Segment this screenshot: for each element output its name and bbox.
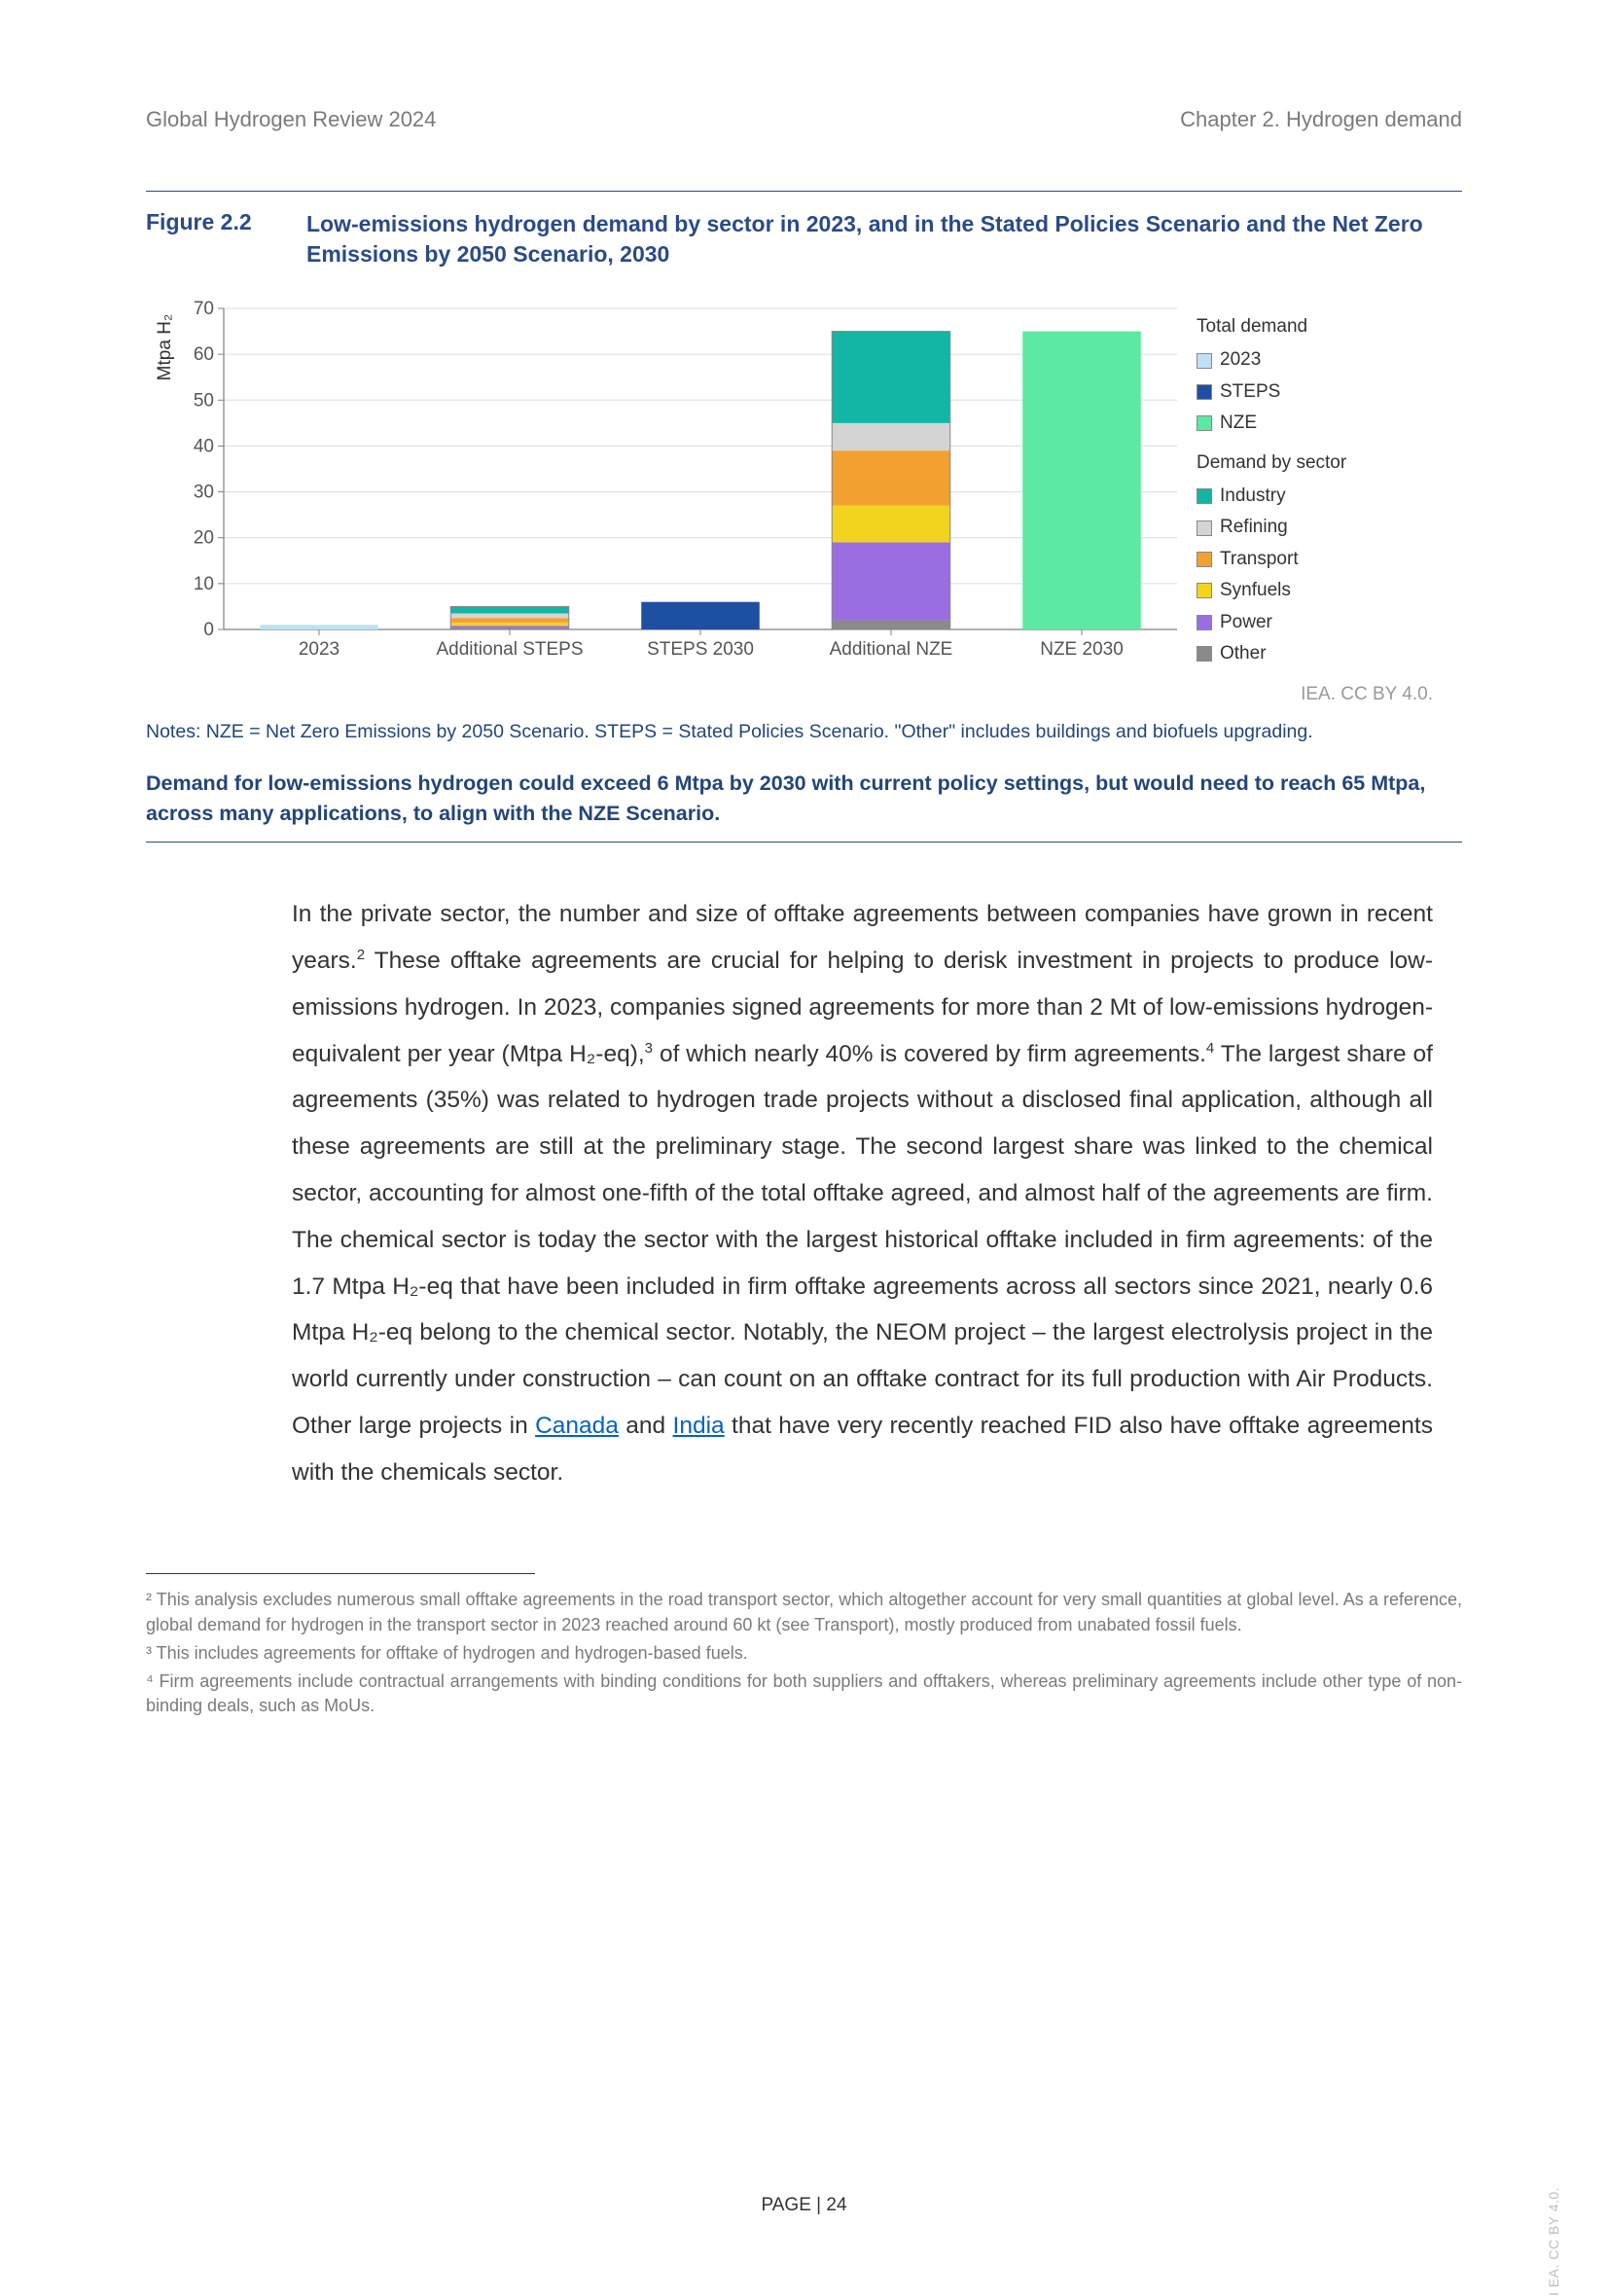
legend-swatch (1197, 646, 1212, 662)
page: Global Hydrogen Review 2024 Chapter 2. H… (0, 0, 1608, 2275)
legend-label: Power (1220, 608, 1272, 637)
rule-top (146, 191, 1462, 192)
legend-swatch (1197, 353, 1212, 369)
legend-item: STEPS (1197, 377, 1346, 407)
svg-text:2023: 2023 (299, 639, 339, 660)
footnote-4: ⁴ Firm agreements include contractual ar… (146, 1669, 1462, 1718)
svg-text:Additional STEPS: Additional STEPS (436, 639, 583, 660)
legend-item: NZE (1197, 409, 1346, 438)
page-header: Global Hydrogen Review 2024 Chapter 2. H… (146, 107, 1462, 132)
figure-notes: Notes: NZE = Net Zero Emissions by 2050 … (146, 719, 1462, 745)
footnote-2: ² This analysis excludes numerous small … (146, 1588, 1462, 1636)
legend-item: Other (1197, 639, 1346, 668)
legend-swatch (1197, 488, 1212, 504)
legend-swatch (1197, 415, 1212, 431)
svg-text:20: 20 (194, 528, 214, 549)
legend-item: Power (1197, 608, 1346, 637)
bar-chart: 0 10 20 30 40 50 60 70 Mtpa H₂ 2023 Additional STE… (146, 289, 1187, 678)
page-number: PAGE | 24 (0, 2195, 1608, 2216)
side-attribution: I EA. CC BY 4.0. (1546, 2187, 1561, 2296)
svg-text:40: 40 (194, 437, 214, 457)
legend-label: Transport (1220, 545, 1299, 574)
legend-swatch (1197, 520, 1212, 536)
link-india[interactable]: India (673, 1413, 725, 1439)
legend-label: NZE (1220, 409, 1257, 438)
body-text-4: The largest share of agreements (35%) wa… (292, 1041, 1433, 1439)
legend-item: Synfuels (1197, 576, 1346, 605)
legend-label: 2023 (1220, 345, 1261, 375)
legend-swatch (1197, 615, 1212, 630)
legend-label: Other (1220, 639, 1267, 668)
chart-legend: Total demand 2023STEPSNZE Demand by sect… (1187, 289, 1346, 670)
chart-region: 0 10 20 30 40 50 60 70 Mtpa H₂ 2023 Additional STE… (146, 289, 1462, 678)
legend-label: STEPS (1220, 377, 1280, 407)
svg-text:STEPS 2030: STEPS 2030 (647, 639, 754, 660)
legend-item: 2023 (1197, 345, 1346, 375)
svg-text:70: 70 (194, 299, 214, 319)
page-label: PAGE (761, 2195, 810, 2215)
svg-text:0: 0 (203, 620, 214, 640)
header-right: Chapter 2. Hydrogen demand (1180, 107, 1462, 132)
chart-attribution: IEA. CC BY 4.0. (146, 684, 1462, 705)
svg-text:NZE 2030: NZE 2030 (1040, 639, 1124, 660)
footnote-ref-3: 3 (645, 1040, 653, 1057)
footnote-ref-2: 2 (357, 947, 365, 963)
svg-text:10: 10 (194, 574, 214, 594)
legend-swatch (1197, 384, 1212, 400)
legend-sector-heading: Demand by sector (1197, 448, 1346, 478)
rule-bottom (146, 842, 1462, 843)
svg-text:50: 50 (194, 390, 214, 411)
legend-swatch (1197, 583, 1212, 598)
footnote-separator (146, 1573, 535, 1574)
legend-label: Synfuels (1220, 576, 1291, 605)
footnote-ref-4: 4 (1206, 1040, 1214, 1057)
svg-text:Additional NZE: Additional NZE (830, 639, 953, 660)
svg-text:Mtpa H₂: Mtpa H₂ (155, 314, 175, 381)
legend-swatch (1197, 552, 1212, 567)
figure-title: Low-emissions hydrogen demand by sector … (306, 209, 1462, 269)
link-canada[interactable]: Canada (535, 1413, 619, 1439)
key-message: Demand for low-emissions hydrogen could … (146, 769, 1462, 828)
legend-total-heading: Total demand (1197, 312, 1346, 341)
header-left: Global Hydrogen Review 2024 (146, 107, 436, 132)
legend-label: Industry (1220, 482, 1286, 511)
svg-text:60: 60 (194, 344, 214, 365)
body-paragraph: In the private sector, the number and si… (292, 891, 1433, 1495)
legend-item: Industry (1197, 482, 1346, 511)
figure-label: Figure 2.2 (146, 209, 306, 269)
legend-item: Transport (1197, 545, 1346, 574)
body-text-5: and (619, 1413, 673, 1439)
page-num: 24 (826, 2195, 846, 2215)
footnotes: ² This analysis excludes numerous small … (146, 1588, 1462, 1718)
figure-caption: Figure 2.2 Low-emissions hydrogen demand… (146, 209, 1462, 269)
legend-label: Refining (1220, 513, 1288, 542)
legend-item: Refining (1197, 513, 1346, 542)
footnote-3: ³ This includes agreements for offtake o… (146, 1641, 1462, 1666)
body-text-3: of which nearly 40% is covered by firm a… (653, 1041, 1206, 1067)
svg-text:30: 30 (194, 483, 214, 503)
